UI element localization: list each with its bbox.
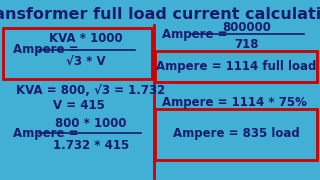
Text: Ampere = 1114 full load: Ampere = 1114 full load <box>156 60 316 73</box>
Text: V = 415: V = 415 <box>53 99 105 112</box>
FancyBboxPatch shape <box>155 109 317 160</box>
Text: Ampere =: Ampere = <box>12 127 82 140</box>
FancyBboxPatch shape <box>155 51 317 82</box>
Text: Ampere = 1114 * 75%: Ampere = 1114 * 75% <box>162 96 307 109</box>
FancyBboxPatch shape <box>3 28 152 79</box>
Text: KVA * 1000: KVA * 1000 <box>50 32 123 45</box>
Text: Ampere = 835 load: Ampere = 835 load <box>172 127 299 140</box>
Text: Transformer full load current calculation: Transformer full load current calculatio… <box>0 7 320 22</box>
Text: 800 * 1000: 800 * 1000 <box>55 117 127 130</box>
Text: Ampere =: Ampere = <box>162 28 231 41</box>
Text: 1.732 * 415: 1.732 * 415 <box>53 139 129 152</box>
Text: √3 * V: √3 * V <box>67 54 106 67</box>
Text: KVA = 800, √3 = 1.732: KVA = 800, √3 = 1.732 <box>16 84 165 96</box>
Text: 718: 718 <box>234 38 259 51</box>
Text: 800000: 800000 <box>222 21 271 34</box>
Text: Ampere =: Ampere = <box>12 43 82 56</box>
